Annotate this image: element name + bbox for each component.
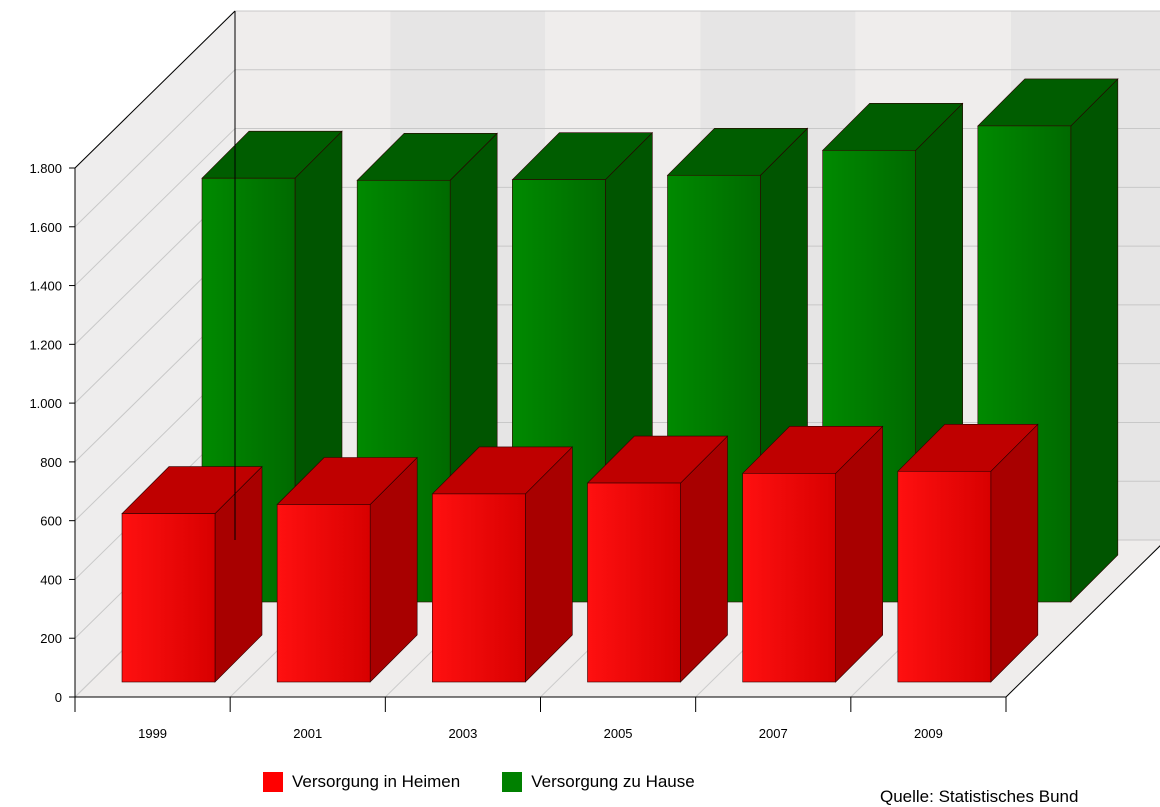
bar-heimen-2007 [741, 425, 884, 683]
bar-heimen-2007-front [742, 473, 836, 683]
bar-heimen-2005 [586, 435, 729, 683]
x-tick-label: 2007 [759, 726, 788, 741]
bar-heimen-2001-front [276, 504, 371, 683]
legend-label-hause: Versorgung zu Hause [531, 772, 695, 791]
x-tick-label: 2009 [914, 726, 943, 741]
x-tick-label: 2001 [293, 726, 322, 741]
bar-heimen-2003 [431, 446, 574, 683]
y-tick-label: 600 [40, 514, 62, 529]
y-tick-label: 1.800 [29, 161, 62, 176]
bar-hause-2009 [977, 78, 1119, 603]
legend-label-heimen: Versorgung in Heimen [292, 772, 461, 791]
x-tick-label: 1999 [138, 726, 167, 741]
y-tick-label: 200 [40, 631, 62, 646]
left-wall-edge [74, 10, 236, 169]
y-tick-label: 400 [40, 572, 62, 587]
y-tick-label: 1.600 [29, 220, 62, 235]
legend-swatch-green [502, 772, 523, 792]
y-tick-label: 1.000 [29, 396, 62, 411]
bar-heimen-2001 [276, 456, 418, 683]
legend-swatch-red [263, 772, 283, 792]
bar-heimen-1999 [121, 465, 263, 683]
bar-heimen-2005-front [587, 482, 681, 683]
floor-right-edge [1005, 545, 1160, 698]
bar-heimen-1999-front [121, 513, 216, 683]
bar-heimen-2009 [897, 423, 1039, 683]
gridline-wall [74, 69, 236, 228]
legend-item-heimen: Versorgung in Heimen [263, 772, 460, 792]
bar-hause-2009-side [1070, 78, 1119, 603]
x-tick-label: 2003 [448, 726, 477, 741]
series-versorgung-in-heimen [121, 423, 1039, 683]
source-note: Quelle: Statistisches Bund [880, 787, 1079, 806]
axes: 0 200 400 600 800 1.000 1.200 1.400 1.600 1.800 19… [29, 10, 1160, 741]
y-tick-label: 1.400 [29, 279, 62, 294]
bar-heimen-2003-front [432, 493, 526, 683]
bar-heimen-2009-front [897, 470, 992, 683]
y-tick-label: 1.200 [29, 337, 62, 352]
y-tick-label: 800 [40, 455, 62, 470]
y-tick-label: 0 [55, 690, 62, 705]
legend-item-hause: Versorgung zu Hause [502, 772, 695, 792]
x-tick-label: 2005 [604, 726, 633, 741]
legend: Versorgung in Heimen Versorgung zu Hause [263, 772, 737, 792]
gridline-wall [74, 128, 236, 286]
